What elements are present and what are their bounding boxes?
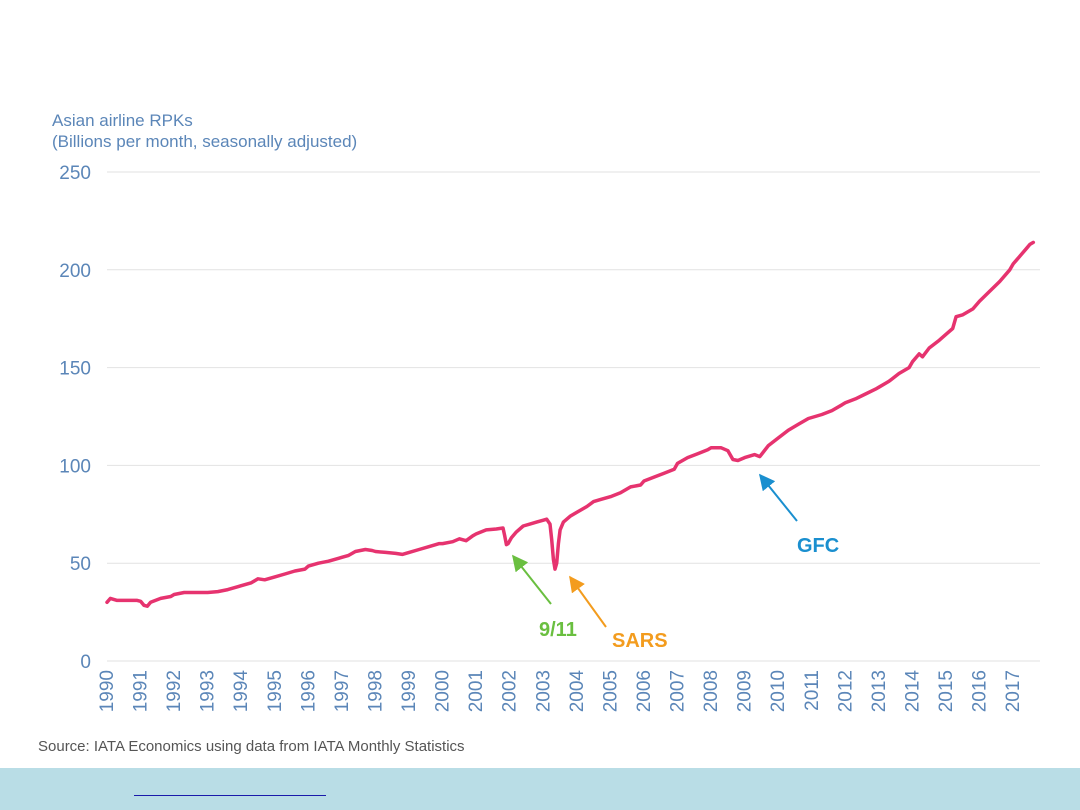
x-tick-label: 1994 xyxy=(231,670,252,713)
y-tick-label: 250 xyxy=(59,163,91,184)
annotation-arrow-911 xyxy=(512,554,552,605)
x-tick-label: 2001 xyxy=(466,670,487,712)
x-tick-labels: 1990 1991 1992 1993 1994 1995 1996 1997 1998 1999… xyxy=(97,670,1024,713)
x-tick-label: 1995 xyxy=(265,670,286,712)
x-tick-label: 2005 xyxy=(600,670,621,712)
x-tick-label: 2002 xyxy=(500,670,521,712)
series-line-asian-rpk xyxy=(105,240,1036,608)
y-tick-label: 50 xyxy=(70,554,91,575)
annotation-label-911: 9/11 xyxy=(539,619,577,641)
y-tick-labels: 0 50 100 150 200 250 xyxy=(59,163,91,673)
y-tick-label: 100 xyxy=(59,456,91,477)
y-tick-label: 200 xyxy=(59,261,91,282)
x-tick-label: 2013 xyxy=(869,670,890,712)
x-tick-label: 2004 xyxy=(567,670,588,713)
x-tick-label: 2017 xyxy=(1003,670,1024,712)
x-tick-label: 2014 xyxy=(902,670,923,713)
x-tick-label: 1996 xyxy=(298,670,319,712)
source-note: Source: IATA Economics using data from I… xyxy=(38,738,465,755)
gridlines xyxy=(107,171,1040,662)
x-tick-label: 1998 xyxy=(365,670,386,712)
x-tick-label: 2012 xyxy=(835,670,856,712)
y-tick-label: 0 xyxy=(80,652,91,673)
x-tick-label: 1997 xyxy=(332,670,353,712)
x-tick-label: 2007 xyxy=(668,670,689,712)
x-tick-label: 1992 xyxy=(164,670,185,712)
footer-link-underline[interactable] xyxy=(134,795,326,796)
x-tick-label: 2006 xyxy=(634,670,655,712)
y-axis-label-line-2: (Billions per month, seasonally adjusted… xyxy=(52,132,357,151)
x-tick-label: 2010 xyxy=(768,670,789,712)
annotation-arrow-sars xyxy=(569,575,607,628)
y-axis-label-line-1: Asian airline RPKs xyxy=(52,111,193,130)
x-tick-label: 2000 xyxy=(433,670,454,712)
x-tick-label: 2009 xyxy=(735,670,756,712)
x-tick-label: 1999 xyxy=(399,670,420,712)
x-tick-label: 2008 xyxy=(701,670,722,712)
annotation-label-sars: SARS xyxy=(612,630,668,652)
line-chart: Asian airline RPKs (Billions per month, … xyxy=(52,111,1040,713)
x-tick-label: 1993 xyxy=(198,670,219,712)
x-tick-label: 2003 xyxy=(533,670,554,712)
x-tick-label: 1990 xyxy=(97,670,118,712)
x-tick-label: 2015 xyxy=(936,670,957,712)
y-tick-label: 150 xyxy=(59,359,91,380)
annotation-label-gfc: GFC xyxy=(797,535,839,557)
footer-band xyxy=(0,768,1080,810)
annotation-arrow-gfc xyxy=(758,473,798,522)
x-tick-label: 1991 xyxy=(131,670,152,712)
x-tick-label: 2016 xyxy=(970,670,991,712)
x-tick-label: 2011 xyxy=(802,670,823,711)
